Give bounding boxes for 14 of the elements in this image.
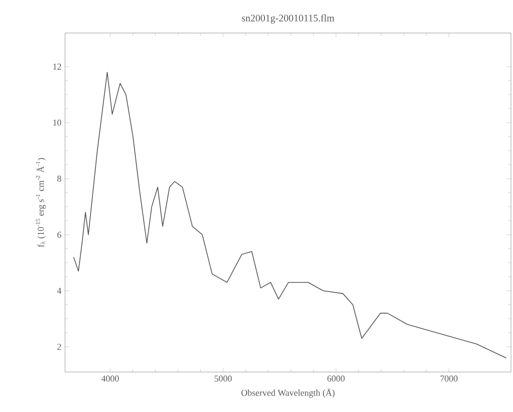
- y-tick-label: 10: [53, 120, 62, 126]
- y-tick-label: 12: [53, 64, 61, 70]
- x-tick-label: 5000: [214, 376, 232, 382]
- y-tick-label: 4: [57, 288, 62, 294]
- y-tick-label: 8: [57, 176, 62, 182]
- chart-title: sn2001g-20010115.flm: [242, 14, 334, 24]
- y-tick-label: 6: [57, 232, 62, 238]
- y-tick-label: 2: [57, 344, 61, 350]
- x-axis-title: Observed Wavelength (Å): [241, 388, 335, 398]
- x-tick-label: 6000: [327, 376, 345, 382]
- x-tick-label: 7000: [440, 376, 458, 382]
- line-series: [73, 72, 507, 358]
- text: f$_{λ}$ (10$^{-15}$ erg s$^{-1}$ cm$^{-2}$ Å$^{-1}$): [36, 158, 46, 248]
- x-tick-label: 4000: [101, 376, 119, 382]
